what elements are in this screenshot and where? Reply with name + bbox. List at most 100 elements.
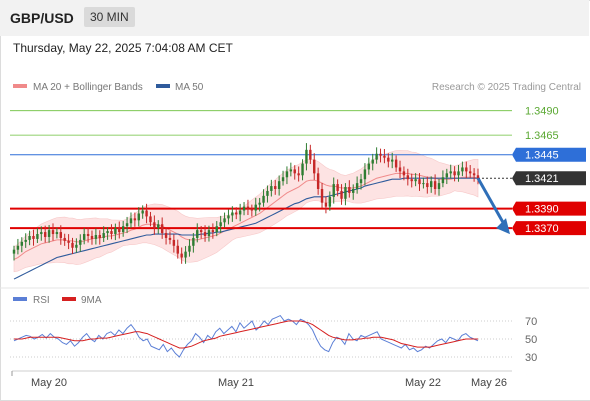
candle: [277, 175, 281, 196]
ma9-legend-swatch: [62, 297, 76, 301]
candle: [402, 166, 406, 181]
candle: [394, 155, 398, 172]
candle: [192, 233, 195, 253]
forecast-arrow-shaft: [476, 177, 506, 225]
candle: [75, 238, 78, 253]
candle: [153, 215, 156, 235]
x-tick-label: May 20: [31, 377, 67, 389]
ma20-line: [13, 172, 479, 260]
ma20-legend-swatch: [13, 84, 27, 88]
ma9-legend-label: 9MA: [81, 295, 102, 306]
candle: [289, 162, 293, 177]
candle: [219, 215, 222, 233]
candle: [137, 207, 140, 227]
candle: [141, 205, 144, 219]
candle: [426, 176, 429, 194]
candle: [336, 179, 339, 197]
candle: [313, 153, 316, 180]
level-tag-1.3390: [512, 201, 586, 216]
candle: [461, 161, 464, 177]
candle: [102, 226, 105, 243]
candle: [12, 245, 16, 261]
candle: [36, 228, 39, 244]
candle: [465, 161, 468, 179]
candle: [476, 168, 480, 185]
ma50-legend-swatch: [156, 84, 170, 88]
candle: [266, 185, 269, 203]
level-labels: 1.3490 1.3465 1.3445 1.3421 1.3390 1.3370: [512, 106, 586, 236]
candle: [348, 180, 351, 198]
candle: [254, 197, 257, 216]
candle: [359, 173, 363, 190]
candle: [172, 234, 176, 253]
candle: [98, 230, 101, 245]
candle: [51, 223, 55, 241]
candle: [262, 189, 265, 207]
candle: [47, 225, 51, 243]
candle: [125, 216, 129, 234]
candle: [309, 144, 312, 165]
moving-averages: [13, 172, 479, 280]
timeframe-badge[interactable]: 30 MIN: [84, 7, 135, 27]
candle: [71, 237, 74, 254]
candle: [215, 221, 218, 237]
candle: [168, 231, 172, 245]
candle: [149, 211, 152, 227]
rsi-legend: RSI 9MA: [13, 295, 102, 306]
symbol-title: GBP/USD: [10, 10, 74, 26]
candle: [285, 166, 289, 185]
candle: [352, 184, 355, 200]
candle: [468, 165, 472, 179]
candle: [433, 174, 437, 195]
candle: [59, 225, 62, 245]
candle: [340, 184, 343, 205]
candle: [235, 207, 238, 220]
candle: [114, 223, 117, 241]
candle: [145, 203, 148, 224]
level-label-1.3390: 1.3390: [525, 204, 559, 216]
candle: [332, 177, 335, 204]
candle: [242, 202, 246, 216]
candle: [274, 180, 277, 195]
candle: [297, 166, 300, 182]
rsi-legend-label: RSI: [33, 295, 50, 306]
candle: [28, 230, 31, 246]
candle: [363, 163, 367, 186]
candle: [67, 234, 70, 250]
x-tick-label: May 22: [405, 377, 441, 389]
bollinger-band: [13, 150, 479, 273]
candle: [106, 227, 109, 240]
candle: [305, 143, 308, 171]
candle: [40, 226, 43, 241]
rsi-ma9-line: [14, 320, 478, 349]
candle: [379, 148, 382, 163]
candle: [223, 212, 226, 228]
candle: [203, 225, 207, 242]
candle: [430, 176, 433, 193]
candle: [367, 157, 371, 175]
candle: [94, 228, 98, 245]
candle: [383, 148, 386, 164]
candle: [453, 166, 456, 182]
ma50-line: [13, 177, 478, 280]
candle: [422, 177, 425, 189]
candle: [270, 179, 273, 197]
candle: [180, 247, 183, 264]
candle: [43, 225, 47, 243]
x-tick-label: May 21: [218, 377, 254, 389]
level-label-1.3490: 1.3490: [525, 106, 559, 118]
candle: [160, 217, 164, 239]
candle: [281, 170, 285, 186]
candle: [82, 227, 86, 245]
candle: [344, 183, 347, 206]
candle: [184, 246, 187, 264]
candle: [227, 209, 230, 225]
candle: [211, 223, 215, 239]
candle: [406, 168, 410, 186]
candle: [176, 239, 179, 259]
candle: [86, 227, 90, 243]
candle: [371, 153, 374, 171]
main-legend: MA 20 + Bollinger Bands MA 50 Research ©…: [13, 82, 581, 93]
candle: [110, 224, 113, 240]
